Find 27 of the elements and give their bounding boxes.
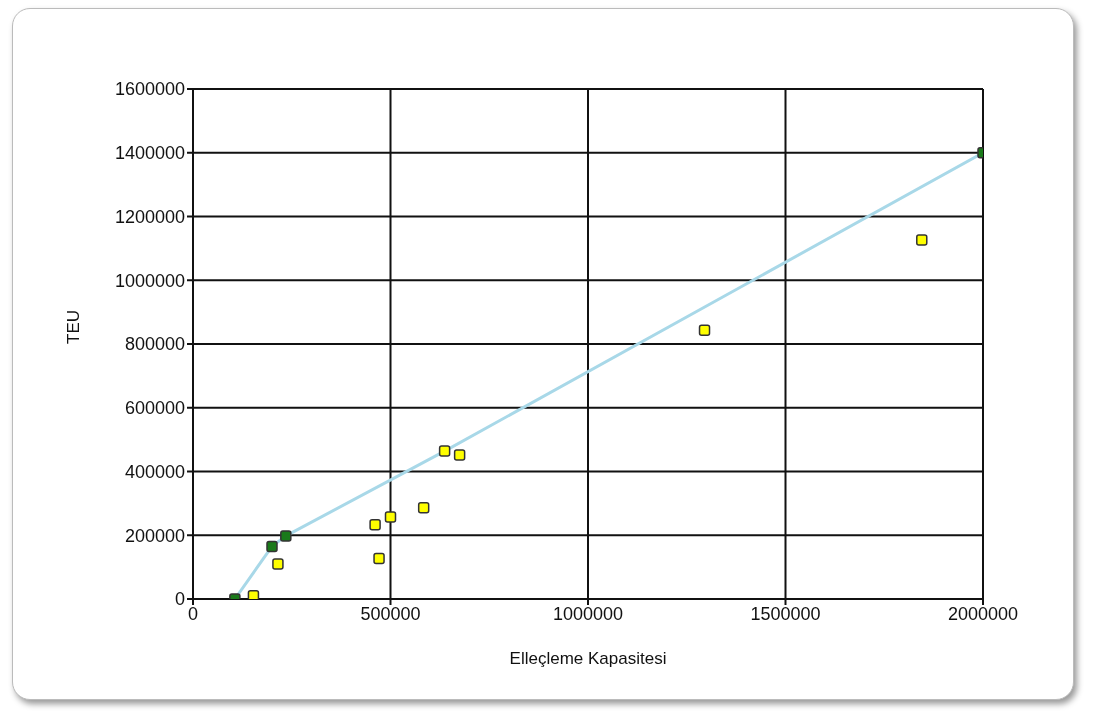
- x-tick-label: 2000000: [947, 603, 1019, 624]
- y-tick-label: 1200000: [114, 206, 185, 227]
- y-tick-label: 1000000: [114, 270, 185, 291]
- point: [453, 449, 466, 461]
- point: [417, 502, 430, 514]
- point: [384, 511, 397, 523]
- y-tick-label: 1600000: [114, 79, 185, 100]
- x-axis-title: Elleçleme Kapasitesi: [509, 649, 667, 668]
- x-tick-label: 1500000: [750, 603, 821, 624]
- x-tick-label: 0: [187, 603, 199, 624]
- x-tick-label: 500000: [360, 603, 421, 624]
- y-tick-label: 400000: [124, 461, 185, 482]
- y-tick-label: 600000: [124, 398, 185, 419]
- point: [916, 234, 928, 246]
- point: [438, 445, 451, 457]
- point: [280, 530, 292, 542]
- y-tick-label: 1400000: [114, 143, 185, 164]
- y-tick-label: 800000: [124, 334, 185, 355]
- point: [369, 518, 381, 531]
- x-tick-label: 1000000: [552, 603, 624, 624]
- y-tick-label: 0: [174, 589, 185, 610]
- point: [266, 540, 278, 553]
- y-axis-title: TEU: [64, 310, 84, 344]
- point: [373, 552, 385, 565]
- point: [698, 324, 711, 337]
- y-tick-label: 200000: [124, 525, 185, 546]
- point: [272, 558, 284, 570]
